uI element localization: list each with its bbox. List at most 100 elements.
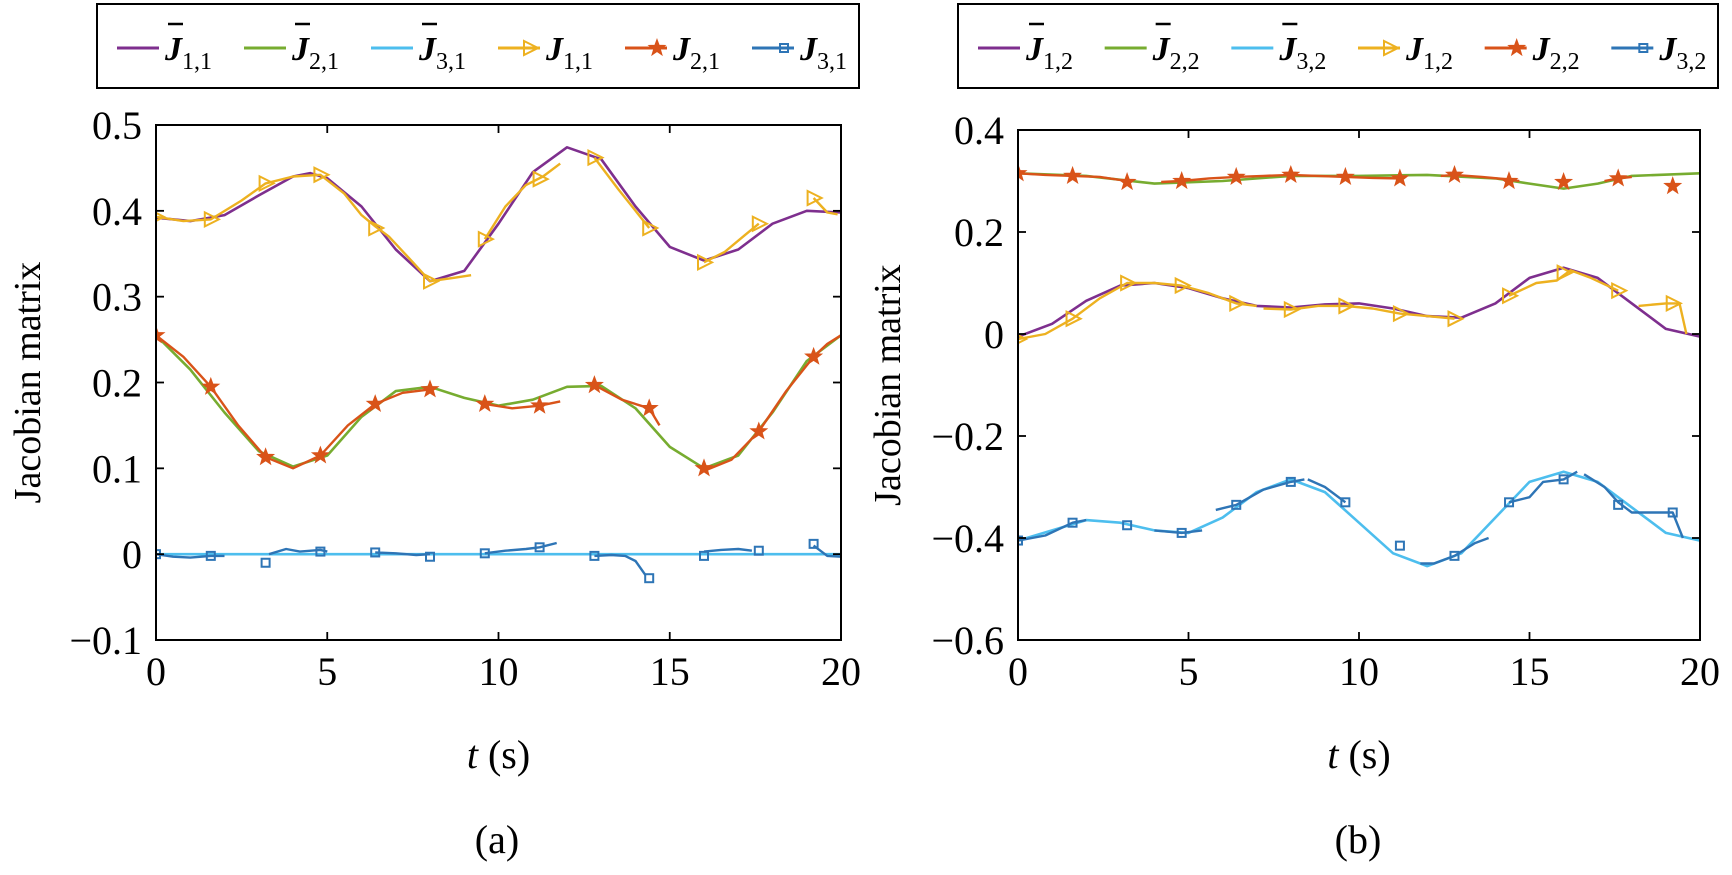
data-marker [1231, 499, 1242, 510]
series-reference-1 [1018, 172, 1700, 190]
legend-label: J3,2 [1658, 31, 1706, 75]
data-marker [751, 215, 770, 233]
y-tick-label: −0.1 [69, 618, 142, 663]
legend-label: J3,2 [1278, 31, 1326, 75]
legend-entry: J3,2 [1231, 22, 1326, 75]
data-marker [310, 445, 330, 464]
data-marker [1281, 164, 1301, 183]
legend-marker-swatch [1383, 39, 1401, 57]
legend-label: J1,2 [1025, 31, 1073, 75]
data-marker [1283, 300, 1302, 319]
data-marker [203, 210, 222, 229]
data-marker [1665, 294, 1683, 313]
data-marker [534, 542, 545, 553]
y-tick-label: 0.2 [954, 210, 1004, 255]
data-marker [1445, 164, 1464, 183]
legend-marker-swatch [1507, 38, 1527, 57]
data-marker [1229, 294, 1247, 313]
series-line-segment [1508, 269, 1619, 297]
data-marker [639, 398, 659, 417]
data-marker [260, 557, 271, 568]
series-line-segment [703, 334, 841, 473]
data-marker [1176, 527, 1187, 538]
data-marker [423, 272, 441, 290]
y-tick-label: 0.1 [92, 446, 142, 491]
data-marker [1065, 310, 1083, 328]
data-marker [584, 375, 604, 394]
x-tick-label: 0 [1008, 649, 1028, 694]
series-estimate-3 [1018, 264, 1688, 345]
data-marker [1122, 520, 1133, 531]
legend-entry: J1,2 [1358, 31, 1453, 75]
data-marker [642, 219, 660, 237]
data-marker [1390, 168, 1410, 187]
series-estimate-3 [156, 148, 838, 290]
series-line-segment [484, 541, 557, 555]
x-tick-label: 5 [1179, 649, 1199, 694]
data-marker [699, 550, 709, 561]
data-marker [530, 395, 550, 414]
legend-entry: J1,2 [978, 22, 1073, 75]
data-marker [1447, 310, 1465, 328]
data-marker [749, 421, 769, 440]
legend-entry: J3,2 [1611, 31, 1706, 75]
legend-label: J1,1 [164, 31, 212, 75]
series-line-segment [1018, 518, 1087, 542]
data-marker [365, 394, 385, 412]
data-marker [315, 546, 326, 557]
series-line-segment [1583, 473, 1685, 539]
series-line-segment [1161, 173, 1400, 184]
data-marker [475, 394, 495, 412]
legend-entry: J2,1 [625, 31, 720, 75]
series-line-segment [156, 146, 841, 283]
data-marker [1394, 540, 1405, 551]
series-line-segment [483, 162, 561, 240]
series-line-segment [593, 384, 661, 427]
legend: J1,1 J2,1 J3,1 J1,1 J2,1 J3,1 [96, 3, 860, 89]
legend-label: J3,1 [799, 31, 847, 75]
data-marker [1018, 535, 1023, 546]
data-marker [1018, 163, 1028, 182]
data-marker [1174, 276, 1192, 295]
series-reference-0 [156, 146, 841, 283]
x-tick-label: 15 [1510, 649, 1550, 694]
data-marker [587, 148, 605, 167]
plot-area [1018, 163, 1700, 568]
data-marker [1067, 517, 1078, 528]
series-line-segment [268, 547, 328, 556]
data-marker [1611, 282, 1629, 300]
data-marker [644, 573, 655, 584]
data-marker [1285, 476, 1296, 487]
axes-box [1017, 129, 1701, 641]
data-marker [420, 379, 440, 398]
data-marker [1449, 550, 1460, 561]
y-tick-label: 0.4 [954, 108, 1004, 153]
data-marker [1340, 497, 1351, 508]
x-tick-label: 0 [146, 649, 166, 694]
data-marker [205, 550, 216, 561]
data-marker [1117, 172, 1137, 191]
series-reference-2 [1018, 470, 1700, 568]
data-marker [1338, 297, 1356, 315]
data-marker [258, 174, 276, 192]
legend-marker-swatch [779, 43, 789, 53]
legend-box [96, 3, 860, 89]
data-marker [1392, 304, 1411, 323]
legend-marker-swatch [523, 39, 541, 57]
series-line-segment [1638, 302, 1688, 335]
legend-label: J1,2 [1405, 31, 1453, 75]
legend-label: J3,1 [418, 31, 466, 75]
data-marker [1335, 166, 1355, 185]
legend-entry: J3,1 [371, 22, 466, 75]
data-marker [1504, 497, 1515, 508]
series-line-segment [593, 156, 651, 229]
x-tick-label: 10 [1339, 649, 1379, 694]
legend-marker-swatch [1638, 43, 1649, 53]
y-tick-label: −0.6 [931, 618, 1004, 663]
x-tick-label: 20 [821, 649, 861, 694]
data-marker [156, 325, 166, 344]
x-tick-label: 10 [479, 649, 519, 694]
data-marker [808, 538, 819, 549]
series-line-segment [1018, 470, 1700, 568]
